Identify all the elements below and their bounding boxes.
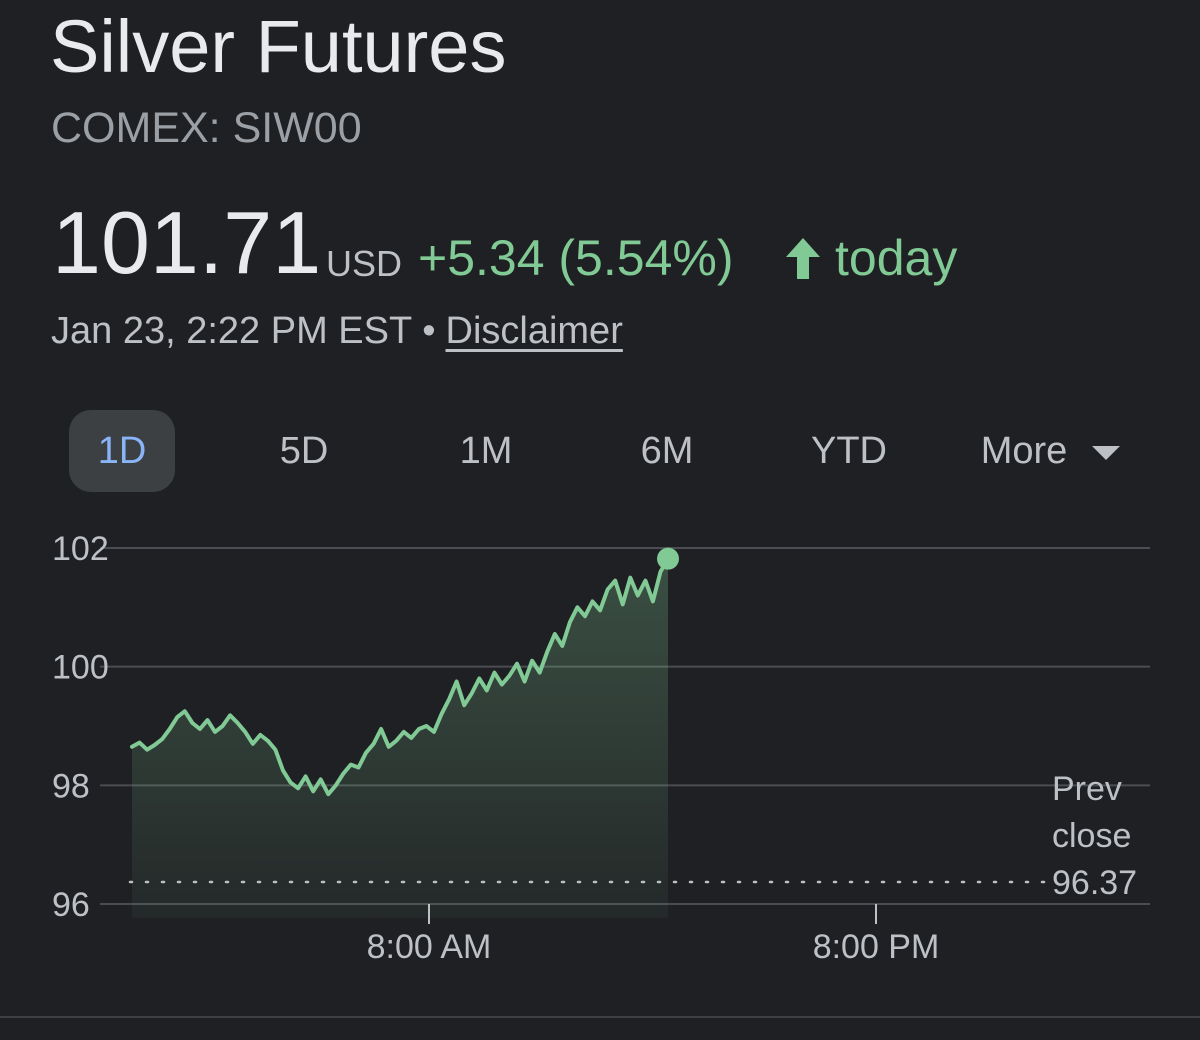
arrow-up-icon bbox=[786, 238, 820, 279]
exchange-ticker: COMEX: SIW00 bbox=[51, 104, 362, 152]
tab-1d[interactable]: 1D bbox=[69, 410, 175, 492]
prev-close-value: 96.37 bbox=[1052, 864, 1137, 902]
quote-timestamp: Jan 23, 2:22 PM EST bbox=[51, 310, 413, 352]
prev-close-label: Prev bbox=[1052, 770, 1122, 808]
meta-separator: • bbox=[422, 310, 436, 352]
currency-label: USD bbox=[326, 243, 403, 284]
caret-down-icon bbox=[1092, 445, 1121, 460]
quote-meta: Jan 23, 2:22 PM EST • Disclaimer bbox=[51, 308, 623, 354]
tab-more[interactable]: More bbox=[966, 410, 1136, 492]
disclaimer-link[interactable]: Disclaimer bbox=[445, 310, 623, 352]
tab-ytd[interactable]: YTD bbox=[811, 430, 887, 472]
range-tabs: 1D 5D 1M 6M YTD More bbox=[0, 410, 1200, 492]
bottom-divider bbox=[0, 1016, 1200, 1018]
current-price: 101.71 bbox=[52, 193, 322, 292]
price-chart[interactable]: 102 100 98 96 8:00 AM 8:00 PM Prev close 96.37 bbox=[0, 520, 1200, 1000]
x-tick-label: 8:00 PM bbox=[813, 928, 940, 966]
page-title: Silver Futures bbox=[50, 5, 507, 88]
y-tick-label: 102 bbox=[52, 530, 109, 568]
change-period: today bbox=[835, 230, 958, 286]
tab-6m[interactable]: 6M bbox=[640, 430, 694, 472]
tab-more-label: More bbox=[980, 430, 1068, 472]
y-tick-label: 100 bbox=[52, 649, 109, 687]
x-tick-label: 8:00 AM bbox=[367, 928, 492, 966]
y-tick-label: 96 bbox=[52, 886, 90, 924]
tab-5d[interactable]: 5D bbox=[279, 430, 329, 472]
price-line bbox=[130, 556, 670, 797]
prev-close-label: close bbox=[1052, 817, 1131, 855]
current-price-point bbox=[657, 547, 679, 570]
price-change: +5.34 (5.54%) bbox=[418, 230, 734, 286]
y-tick-label: 98 bbox=[52, 767, 90, 805]
tab-1m[interactable]: 1M bbox=[459, 430, 513, 472]
